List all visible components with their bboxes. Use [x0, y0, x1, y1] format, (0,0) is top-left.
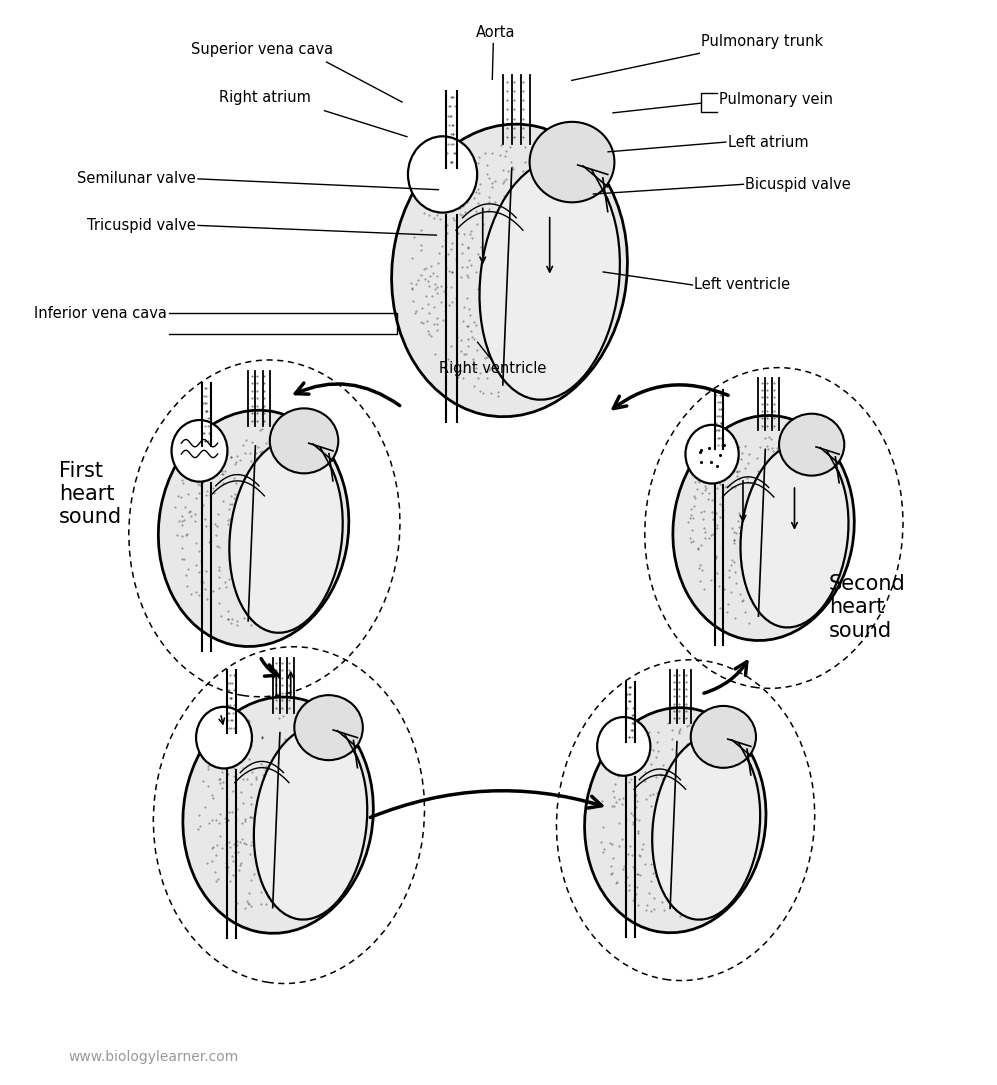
- Circle shape: [686, 425, 739, 484]
- Ellipse shape: [480, 159, 620, 399]
- Ellipse shape: [229, 439, 343, 633]
- Ellipse shape: [254, 726, 367, 920]
- Circle shape: [408, 137, 478, 213]
- Ellipse shape: [779, 413, 844, 475]
- Ellipse shape: [182, 697, 373, 933]
- Text: Right atrium: Right atrium: [218, 90, 311, 105]
- Circle shape: [171, 420, 227, 482]
- Text: Aorta: Aorta: [476, 25, 515, 40]
- Ellipse shape: [691, 706, 756, 768]
- Circle shape: [597, 717, 650, 776]
- Ellipse shape: [392, 124, 627, 417]
- Text: Bicuspid valve: Bicuspid valve: [746, 177, 851, 192]
- Circle shape: [196, 706, 252, 768]
- Text: Pulmonary vein: Pulmonary vein: [719, 92, 832, 107]
- Ellipse shape: [270, 408, 338, 473]
- Text: Right ventricle: Right ventricle: [439, 360, 546, 375]
- Text: Pulmonary trunk: Pulmonary trunk: [701, 34, 824, 49]
- Ellipse shape: [159, 410, 349, 647]
- Text: Inferior vena cava: Inferior vena cava: [34, 306, 166, 320]
- Text: Second
heart
sound: Second heart sound: [829, 574, 905, 640]
- Ellipse shape: [529, 122, 614, 202]
- Ellipse shape: [652, 735, 760, 920]
- Ellipse shape: [294, 695, 363, 761]
- Text: Left atrium: Left atrium: [728, 135, 809, 150]
- Text: Tricuspid valve: Tricuspid valve: [87, 218, 196, 233]
- Ellipse shape: [741, 443, 848, 627]
- Ellipse shape: [673, 416, 854, 640]
- Ellipse shape: [584, 707, 766, 933]
- Text: Semilunar valve: Semilunar valve: [77, 171, 196, 187]
- Text: www.biologylearner.com: www.biologylearner.com: [69, 1050, 238, 1064]
- Text: Left ventricle: Left ventricle: [694, 278, 791, 293]
- Text: Superior vena cava: Superior vena cava: [190, 41, 333, 56]
- Text: First
heart
sound: First heart sound: [59, 461, 122, 527]
